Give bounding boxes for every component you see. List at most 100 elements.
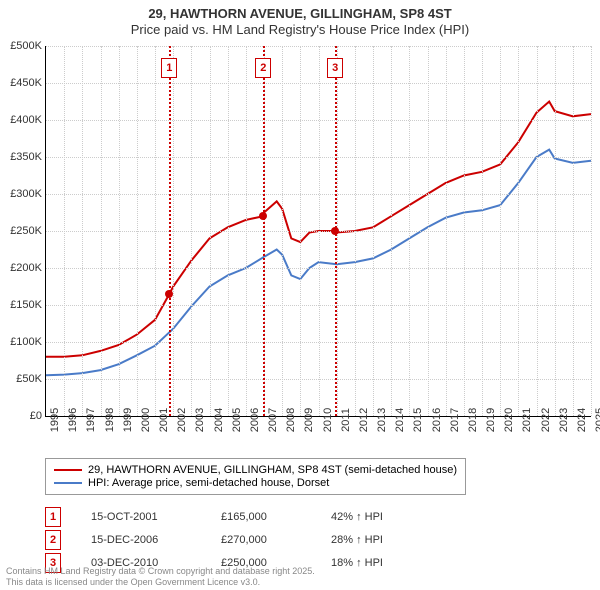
x-axis-label: 2012 <box>358 408 370 432</box>
title-block: 29, HAWTHORN AVENUE, GILLINGHAM, SP8 4ST… <box>0 0 600 37</box>
x-axis-label: 2014 <box>394 408 406 432</box>
sale-hpi: 42% ↑ HPI <box>331 511 383 523</box>
y-axis-label: £500K <box>10 40 42 52</box>
sales-row: 1 15-OCT-2001 £165,000 42% ↑ HPI <box>45 507 383 527</box>
gridline-v <box>409 46 410 416</box>
x-axis-label: 2023 <box>558 408 570 432</box>
gridline-v <box>173 46 174 416</box>
sale-marker-badge: 2 <box>255 58 271 78</box>
chart-container: 29, HAWTHORN AVENUE, GILLINGHAM, SP8 4ST… <box>0 0 600 590</box>
y-axis-label: £150K <box>10 299 42 311</box>
x-axis-label: 2022 <box>540 408 552 432</box>
x-axis-label: 2009 <box>303 408 315 432</box>
gridline-v <box>282 46 283 416</box>
footer-attribution: Contains HM Land Registry data © Crown c… <box>6 566 315 588</box>
x-axis-label: 2010 <box>322 408 334 432</box>
gridline-v <box>319 46 320 416</box>
footer-line-1: Contains HM Land Registry data © Crown c… <box>6 566 315 577</box>
sale-marker-badge: 3 <box>327 58 343 78</box>
y-axis-label: £50K <box>16 373 42 385</box>
sale-date: 15-DEC-2006 <box>91 534 221 546</box>
legend-label: 29, HAWTHORN AVENUE, GILLINGHAM, SP8 4ST… <box>88 464 457 476</box>
gridline-v <box>518 46 519 416</box>
legend-swatch <box>54 482 82 484</box>
gridline-v <box>228 46 229 416</box>
x-axis-label: 2008 <box>285 408 297 432</box>
x-axis-label: 1999 <box>122 408 134 432</box>
footer-line-2: This data is licensed under the Open Gov… <box>6 577 315 588</box>
gridline-v <box>210 46 211 416</box>
x-axis-label: 1995 <box>49 408 61 432</box>
sale-marker-badge: 1 <box>161 58 177 78</box>
gridline-v <box>391 46 392 416</box>
sale-marker-dot <box>259 212 267 220</box>
legend-item: HPI: Average price, semi-detached house,… <box>54 477 457 489</box>
gridline-v <box>191 46 192 416</box>
gridline-v <box>101 46 102 416</box>
gridline-v <box>355 46 356 416</box>
y-axis-label: £250K <box>10 225 42 237</box>
gridline-v <box>300 46 301 416</box>
y-axis-label: £350K <box>10 151 42 163</box>
x-axis-label: 2011 <box>340 408 352 432</box>
x-axis-label: 2003 <box>194 408 206 432</box>
gridline-v <box>591 46 592 416</box>
gridline-v <box>464 46 465 416</box>
sale-marker-dot <box>331 227 339 235</box>
gridline-v <box>555 46 556 416</box>
gridline-v <box>246 46 247 416</box>
gridline-v <box>155 46 156 416</box>
x-axis-label: 2025 <box>594 408 600 432</box>
sales-row: 2 15-DEC-2006 £270,000 28% ↑ HPI <box>45 530 383 550</box>
x-axis-label: 1998 <box>104 408 116 432</box>
gridline-v <box>82 46 83 416</box>
x-axis-label: 2002 <box>176 408 188 432</box>
x-axis-label: 2019 <box>485 408 497 432</box>
gridline-v <box>119 46 120 416</box>
chart-plot-area: 1 2 3 <box>45 46 591 417</box>
x-axis-label: 2004 <box>213 408 225 432</box>
x-axis-label: 2015 <box>412 408 424 432</box>
x-axis-label: 2024 <box>576 408 588 432</box>
x-axis-label: 2017 <box>449 408 461 432</box>
x-axis-label: 2020 <box>503 408 515 432</box>
sale-hpi: 28% ↑ HPI <box>331 534 383 546</box>
x-axis-label: 2006 <box>249 408 261 432</box>
gridline-v <box>137 46 138 416</box>
legend-item: 29, HAWTHORN AVENUE, GILLINGHAM, SP8 4ST… <box>54 464 457 476</box>
sale-date: 15-OCT-2001 <box>91 511 221 523</box>
gridline-v <box>537 46 538 416</box>
y-axis-label: £400K <box>10 114 42 126</box>
sale-price: £270,000 <box>221 534 331 546</box>
legend-label: HPI: Average price, semi-detached house,… <box>88 477 329 489</box>
sale-price: £165,000 <box>221 511 331 523</box>
y-axis-label: £300K <box>10 188 42 200</box>
x-axis-label: 2001 <box>158 408 170 432</box>
gridline-v <box>446 46 447 416</box>
x-axis-label: 2000 <box>140 408 152 432</box>
title-line-1: 29, HAWTHORN AVENUE, GILLINGHAM, SP8 4ST <box>0 6 600 22</box>
legend-box: 29, HAWTHORN AVENUE, GILLINGHAM, SP8 4ST… <box>45 458 466 495</box>
sale-badge: 2 <box>45 530 61 550</box>
x-axis-label: 1997 <box>85 408 97 432</box>
gridline-v <box>573 46 574 416</box>
x-axis-label: 2021 <box>521 408 533 432</box>
title-line-2: Price paid vs. HM Land Registry's House … <box>0 22 600 38</box>
x-axis-label: 2016 <box>431 408 443 432</box>
y-axis-label: £0 <box>30 410 42 422</box>
gridline-v <box>482 46 483 416</box>
gridline-v <box>428 46 429 416</box>
x-axis-label: 2013 <box>376 408 388 432</box>
sale-marker-line <box>169 46 171 416</box>
sale-badge: 1 <box>45 507 61 527</box>
legend-swatch <box>54 469 82 471</box>
gridline-v <box>373 46 374 416</box>
gridline-v <box>500 46 501 416</box>
gridline-v <box>64 46 65 416</box>
y-axis-label: £450K <box>10 77 42 89</box>
x-axis-label: 2007 <box>267 408 279 432</box>
y-axis-label: £100K <box>10 336 42 348</box>
x-axis-label: 1996 <box>67 408 79 432</box>
x-axis-label: 2005 <box>231 408 243 432</box>
sale-marker-dot <box>165 290 173 298</box>
